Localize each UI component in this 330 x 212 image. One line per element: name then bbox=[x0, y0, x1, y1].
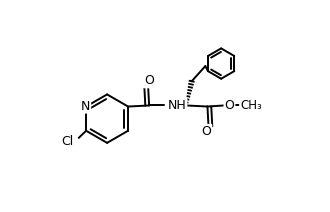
Text: CH₃: CH₃ bbox=[240, 99, 262, 112]
Text: O: O bbox=[144, 74, 154, 87]
Text: O: O bbox=[202, 125, 211, 138]
Text: NH: NH bbox=[168, 99, 186, 112]
Text: Cl: Cl bbox=[61, 135, 74, 148]
Text: O: O bbox=[224, 99, 234, 112]
Text: N: N bbox=[81, 100, 90, 113]
